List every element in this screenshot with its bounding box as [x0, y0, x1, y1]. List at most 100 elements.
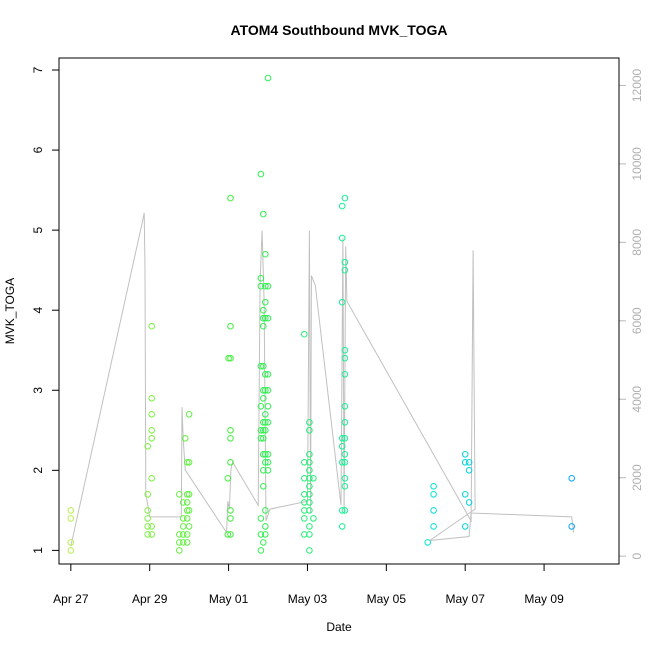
data-point	[262, 523, 269, 530]
x-tick-label: Apr 27	[53, 592, 89, 606]
data-point	[264, 467, 272, 474]
data-point	[257, 435, 265, 442]
data-point	[306, 547, 313, 554]
data-point	[260, 322, 267, 330]
data-point	[179, 539, 187, 546]
data-point	[225, 354, 232, 362]
data-point	[257, 274, 265, 282]
right-tick-label: 2000	[630, 464, 644, 491]
data-point	[262, 282, 269, 290]
data-point	[148, 411, 155, 418]
data-point	[306, 459, 313, 466]
line-series	[70, 212, 575, 547]
data-point	[260, 210, 267, 218]
data-point	[257, 362, 265, 370]
data-point	[264, 459, 272, 466]
data-point	[144, 515, 151, 522]
data-point	[262, 507, 269, 514]
data-point	[260, 419, 267, 426]
data-point	[430, 491, 437, 498]
data-point	[67, 547, 75, 554]
data-point	[176, 547, 183, 554]
data-point	[257, 170, 265, 178]
data-point	[67, 515, 75, 522]
data-point	[301, 491, 308, 498]
data-point	[338, 234, 346, 242]
data-point	[148, 475, 155, 482]
data-point	[262, 298, 269, 306]
data-point	[430, 523, 437, 530]
data-point	[306, 483, 313, 490]
data-point	[338, 507, 346, 514]
data-point	[179, 531, 187, 538]
data-point	[67, 539, 75, 546]
data-point	[430, 483, 437, 490]
right-tick-label: 4000	[630, 386, 644, 413]
data-point	[301, 330, 308, 338]
data-point	[262, 451, 269, 458]
data-point	[465, 459, 473, 466]
data-point	[144, 507, 151, 514]
data-point	[262, 387, 269, 394]
data-point	[264, 74, 272, 82]
data-point	[227, 507, 234, 514]
data-point	[568, 475, 576, 482]
data-point	[262, 531, 269, 538]
data-point	[301, 475, 308, 482]
data-point	[224, 475, 232, 482]
data-point	[461, 523, 469, 530]
data-point	[301, 499, 308, 506]
data-point	[227, 515, 234, 522]
data-point	[257, 531, 265, 538]
data-point	[260, 395, 267, 402]
data-point	[227, 459, 234, 466]
data-point	[148, 435, 155, 442]
data-point	[183, 499, 191, 506]
data-point	[148, 322, 155, 330]
right-tick-label: 0	[630, 552, 644, 559]
data-point	[341, 483, 349, 490]
y-tick-label: 7	[31, 66, 45, 73]
data-point	[306, 427, 313, 434]
data-point	[176, 539, 183, 546]
data-point	[341, 475, 349, 482]
data-point	[306, 531, 313, 538]
data-point	[306, 419, 313, 426]
data-point	[260, 451, 267, 458]
data-point	[185, 507, 193, 514]
data-point	[341, 459, 349, 466]
data-point	[144, 443, 151, 450]
data-point	[262, 250, 269, 258]
data-point	[185, 459, 193, 466]
secondary-series-line	[70, 212, 575, 547]
data-point	[185, 523, 193, 530]
data-point	[430, 507, 437, 514]
data-point	[341, 258, 349, 266]
data-point	[260, 314, 267, 322]
data-point	[148, 523, 155, 530]
chart-title: ATOM4 Southbound MVK_TOGA	[231, 22, 448, 38]
y-tick-label: 6	[31, 146, 45, 153]
data-point	[301, 459, 308, 466]
data-point	[257, 427, 265, 434]
data-point	[341, 266, 349, 274]
data-point	[260, 539, 267, 546]
data-point	[461, 491, 469, 498]
data-point	[179, 515, 187, 522]
data-point	[264, 387, 272, 394]
data-point	[424, 539, 432, 546]
data-point	[183, 459, 191, 466]
x-axis: Apr 27 Apr 29 May 01 May 03 May 05 May 07 May …	[53, 563, 564, 606]
right-axis: 0 2000 4000 6000 8000 10000 12000	[618, 68, 644, 559]
y-tick-label: 4	[31, 307, 45, 314]
data-point	[341, 371, 349, 378]
data-point	[260, 435, 267, 442]
data-point	[341, 451, 349, 458]
data-point	[227, 435, 234, 442]
data-point	[306, 475, 313, 482]
data-point	[227, 427, 234, 434]
data-point	[310, 515, 317, 522]
data-point	[257, 282, 265, 290]
data-point	[227, 354, 234, 362]
